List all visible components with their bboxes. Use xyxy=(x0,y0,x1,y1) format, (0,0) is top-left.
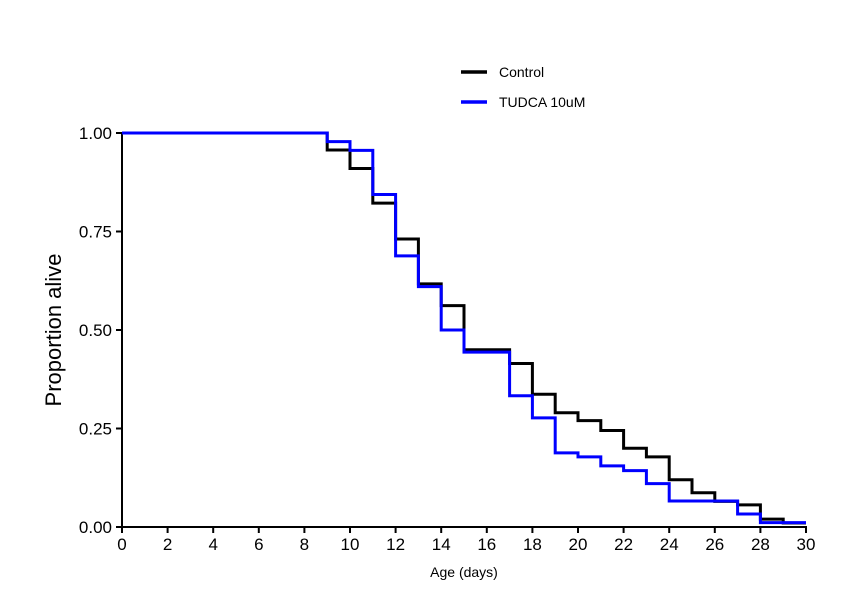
x-tick-label: 18 xyxy=(523,535,542,554)
x-tick-label: 30 xyxy=(797,535,816,554)
x-tick-label: 6 xyxy=(254,535,263,554)
x-tick-label: 24 xyxy=(660,535,679,554)
x-tick-label: 12 xyxy=(386,535,405,554)
x-tick-label: 8 xyxy=(300,535,309,554)
x-tick-label: 26 xyxy=(705,535,724,554)
y-axis-label: Proportion alive xyxy=(41,254,66,407)
y-tick-label: 0.50 xyxy=(79,321,112,340)
x-tick-label: 20 xyxy=(569,535,588,554)
series-line-control xyxy=(122,131,806,525)
y-tick-label: 0.00 xyxy=(79,518,112,537)
x-tick-label: 14 xyxy=(432,535,451,554)
x-tick-label: 0 xyxy=(117,535,126,554)
x-tick-label: 22 xyxy=(614,535,633,554)
y-tick-label: 1.00 xyxy=(79,124,112,143)
x-axis-label: Age (days) xyxy=(430,564,498,580)
y-tick-label: 0.75 xyxy=(79,223,112,242)
series-line-tudca-10um xyxy=(122,131,806,525)
x-tick-label: 16 xyxy=(477,535,496,554)
legend-label: TUDCA 10uM xyxy=(499,94,585,110)
legend-label: Control xyxy=(499,64,544,80)
x-tick-label: 28 xyxy=(751,535,770,554)
x-tick-label: 2 xyxy=(163,535,172,554)
x-tick-label: 10 xyxy=(341,535,360,554)
y-tick-label: 0.25 xyxy=(79,420,112,439)
x-tick-label: 4 xyxy=(208,535,217,554)
